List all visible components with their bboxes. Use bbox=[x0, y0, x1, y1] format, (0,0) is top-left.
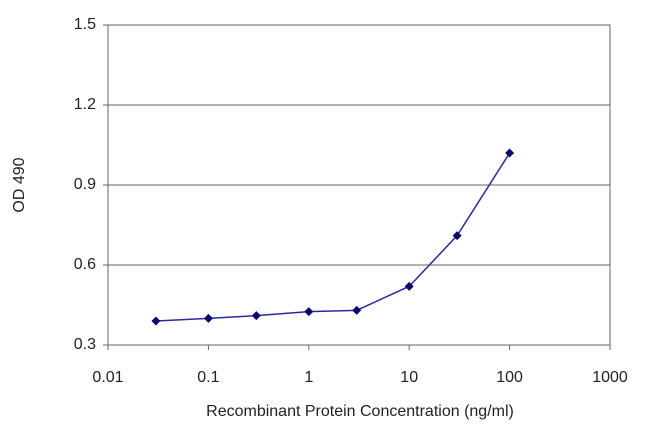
x-tick-label: 0.1 bbox=[197, 369, 219, 386]
data-point bbox=[505, 148, 515, 158]
data-point bbox=[251, 311, 261, 321]
x-tick-label: 100 bbox=[496, 369, 523, 386]
y-tick-label: 0.6 bbox=[74, 256, 96, 273]
y-tick-label: 1.5 bbox=[74, 16, 96, 33]
data-line bbox=[155, 152, 511, 322]
x-tick-label: 10 bbox=[400, 369, 418, 386]
x-tick-label: 1000 bbox=[592, 369, 628, 386]
y-tick-label: 0.3 bbox=[74, 336, 96, 353]
x-tick-label: 1 bbox=[304, 369, 313, 386]
data-point bbox=[352, 305, 362, 315]
data-point bbox=[203, 313, 213, 323]
y-tick-label: 0.9 bbox=[74, 176, 96, 193]
data-point bbox=[304, 307, 314, 317]
x-tick-label: 0.01 bbox=[92, 369, 123, 386]
x-axis-label: Recombinant Protein Concentration (ng/ml… bbox=[206, 403, 514, 420]
y-tick-label: 1.2 bbox=[74, 96, 96, 113]
y-axis-label: OD 490 bbox=[11, 157, 28, 212]
data-point bbox=[151, 316, 161, 326]
data-point bbox=[404, 281, 414, 291]
data-point bbox=[452, 231, 462, 241]
